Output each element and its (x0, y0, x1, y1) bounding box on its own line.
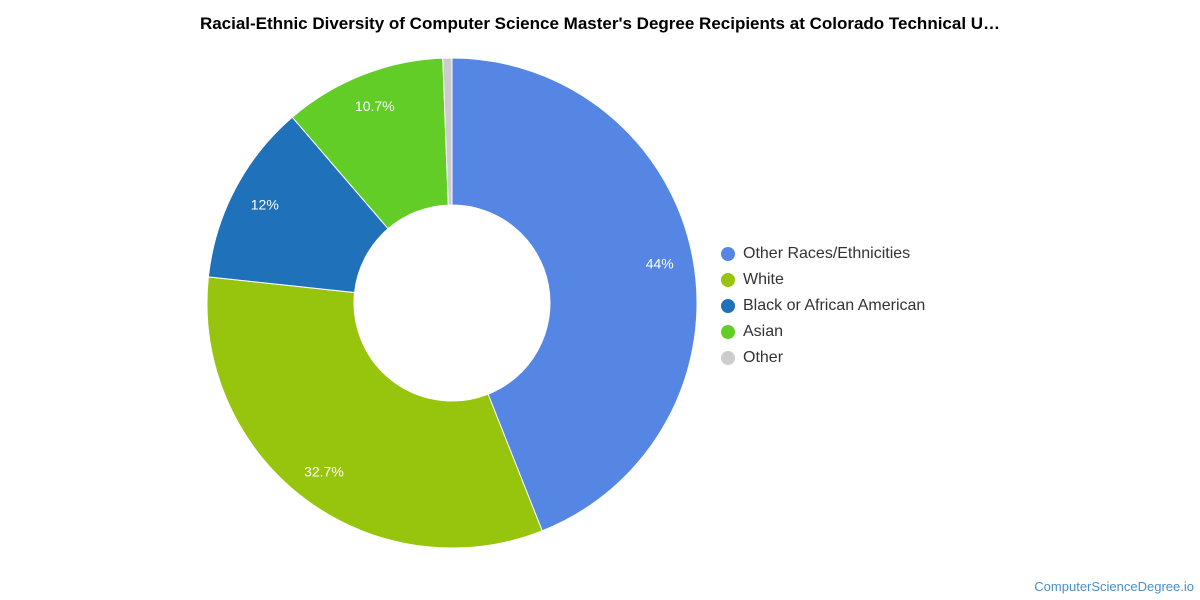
legend-item[interactable]: White (721, 267, 925, 293)
legend-item-label: Other (743, 349, 784, 366)
chart-title: Racial-Ethnic Diversity of Computer Scie… (199, 14, 1001, 33)
donut-slice-other[interactable] (442, 57, 453, 206)
legend-item[interactable]: Asian (721, 319, 925, 345)
legend-swatch-icon (721, 299, 735, 313)
legend-item-label: Asian (743, 323, 784, 340)
donut-slices (206, 57, 698, 549)
legend-item-label: Other Races/Ethnicities (743, 245, 911, 262)
chart-legend: Other Races/Ethnicities White Black or Afr… (721, 241, 925, 371)
legend-item[interactable]: Other (721, 345, 925, 371)
legend-swatch-icon (721, 273, 735, 287)
legend-item-label: Black or African American (743, 297, 926, 314)
donut-slice-black-or-african-american[interactable] (207, 116, 389, 294)
donut-slice-other-races-ethnicities[interactable] (451, 57, 698, 532)
legend-item[interactable]: Black or African American (721, 293, 925, 319)
donut-slice-white[interactable] (206, 276, 543, 549)
donut-slice-labels: 44% 32.7% 12% 10.7% (251, 98, 674, 479)
slice-value-label: 10.7% (355, 98, 395, 114)
legend-item-label: White (743, 271, 784, 288)
slice-value-label: 32.7% (304, 463, 344, 479)
source-credit-link[interactable]: ComputerScienceDegree.io (1034, 579, 1194, 594)
slice-value-label: 12% (251, 197, 279, 213)
legend-swatch-icon (721, 325, 735, 339)
legend-swatch-icon (721, 351, 735, 365)
slice-value-label: 44% (646, 255, 674, 271)
donut-slice-asian[interactable] (291, 57, 449, 230)
legend-item[interactable]: Other Races/Ethnicities (721, 241, 925, 267)
legend-swatch-icon (721, 247, 735, 261)
